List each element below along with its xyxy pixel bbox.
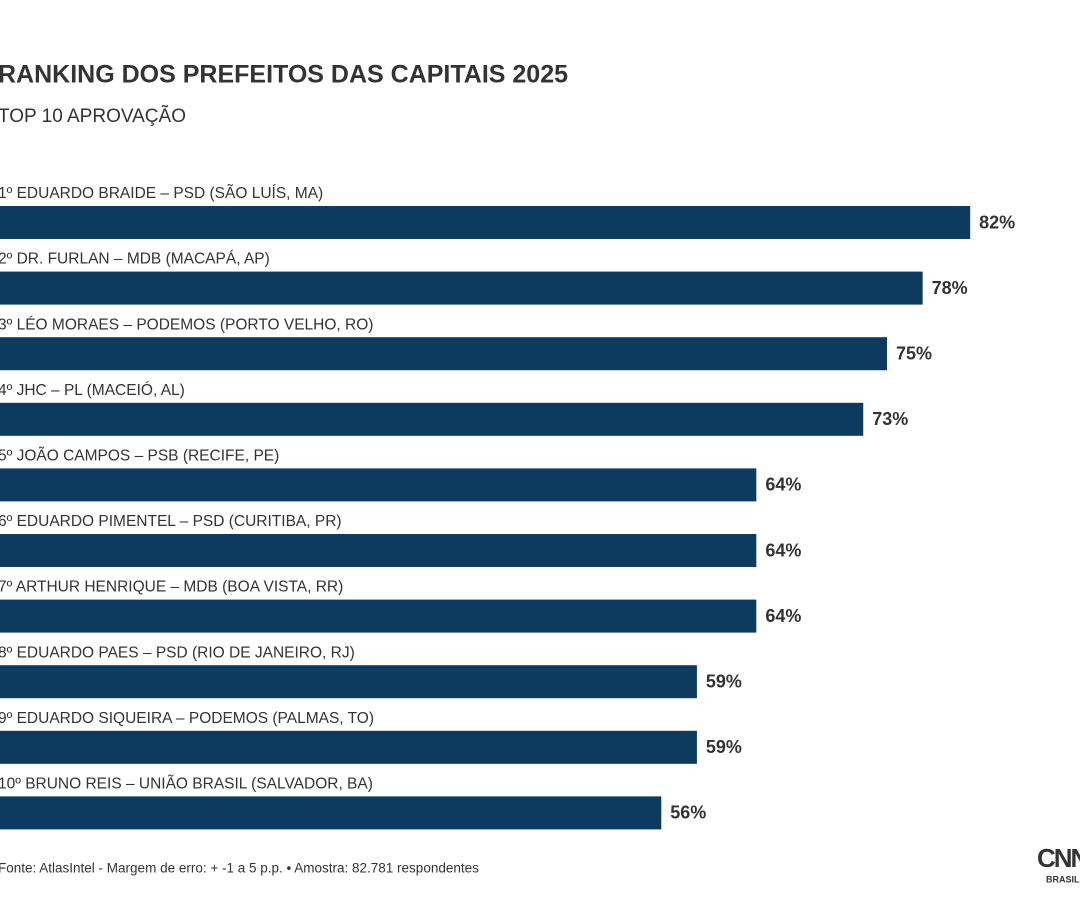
- value-label: 78%: [932, 278, 968, 298]
- bar: [0, 337, 887, 371]
- bar: [0, 206, 971, 239]
- category-label: 5º JOÃO CAMPOS – PSB (RECIFE, PE): [0, 447, 279, 464]
- bar: [0, 468, 757, 502]
- value-label: 59%: [706, 737, 742, 757]
- category-label: 3º LÉO MORAES – PODEMOS (PORTO VELHO, RO…: [0, 316, 373, 333]
- category-label: 2º DR. FURLAN – MDB (MACAPÁ, AP): [0, 251, 270, 268]
- category-label: 8º EDUARDO PAES – PSD (RIO DE JANEIRO, R…: [0, 644, 355, 661]
- chart-subtitle: TOP 10 APROVAÇÃO: [0, 105, 186, 127]
- value-label: 73%: [872, 409, 908, 429]
- category-label: 10º BRUNO REIS – UNIÃO BRASIL (SALVADOR,…: [0, 775, 373, 792]
- category-label: 7º ARTHUR HENRIQUE – MDB (BOA VISTA, RR): [0, 579, 343, 596]
- value-label: 75%: [896, 343, 932, 363]
- logo: CNN: [1037, 843, 1080, 873]
- bar: [0, 271, 923, 305]
- bar: [0, 534, 757, 567]
- category-label: 4º JHC – PL (MACEIÓ, AL): [0, 382, 185, 399]
- category-label: 1º EDUARDO BRAIDE – PSD (SÃO LUÍS, MA): [0, 185, 323, 202]
- category-label: 6º EDUARDO PIMENTEL – PSD (CURITIBA, PR): [0, 513, 342, 530]
- bar: [0, 730, 697, 764]
- category-label: 9º EDUARDO SIQUEIRA – PODEMOS (PALMAS, T…: [0, 710, 374, 727]
- bar: [0, 599, 757, 633]
- source-note: Fonte: AtlasIntel - Margem de erro: + -1…: [0, 861, 479, 876]
- value-label: 56%: [670, 803, 706, 823]
- bar: [0, 402, 864, 436]
- bar: [0, 665, 697, 699]
- value-label: 59%: [706, 671, 742, 691]
- value-label: 64%: [765, 475, 801, 495]
- value-label: 64%: [765, 606, 801, 626]
- value-label: 82%: [979, 212, 1015, 232]
- chart-title: RANKING DOS PREFEITOS DAS CAPITAIS 2025: [0, 61, 568, 89]
- logo-sub: BRASIL: [1046, 874, 1080, 884]
- bar: [0, 796, 662, 830]
- value-label: 64%: [765, 540, 801, 560]
